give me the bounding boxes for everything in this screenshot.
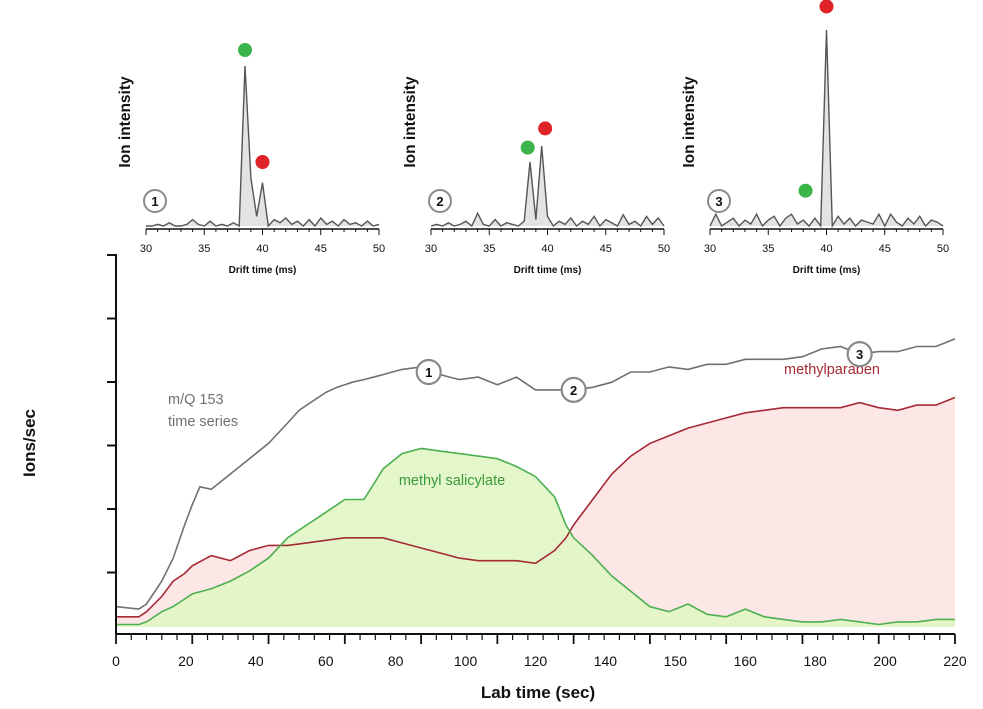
sample-marker-2 [560, 376, 587, 403]
inset-y-axis-title: Ion intensity [402, 76, 419, 168]
inset-x-tick-label: 45 [879, 243, 891, 255]
drift-spectrum-2: 30 35 40 45 50 Drift time (ms) Ion intensity 2 [402, 76, 670, 276]
drift-spectrum-3: 30 35 40 45 50 Drift time (ms) Ion intensity 3 [681, 0, 949, 276]
spectrum-fill [710, 30, 943, 226]
inset-x-tick-label: 30 [704, 243, 716, 255]
inset-x-tick-label: 45 [600, 243, 612, 255]
inset-x-tick-label: 30 [425, 243, 437, 255]
sample-marker-3 [846, 341, 873, 368]
inset-x-tick-label: 35 [762, 243, 774, 255]
methylparaben-dot [819, 0, 834, 14]
sample-marker-number: 2 [570, 383, 577, 398]
inset-x-axis-title: Drift time (ms) [229, 265, 297, 276]
inset-x-tick-label: 45 [315, 243, 327, 255]
x-tick-label: 20 [178, 653, 194, 669]
spectrum-fill [146, 66, 379, 226]
y-axis-title: Ions/sec [20, 409, 39, 477]
methyl-salicylate-line [116, 447, 955, 626]
inset-x-tick-label: 40 [256, 243, 268, 255]
x-tick-label: 60 [318, 653, 334, 669]
x-tick-label: 200 [873, 653, 897, 669]
inset-badge-3 [707, 189, 731, 213]
inset-badge-number: 1 [151, 194, 158, 209]
inset-x-tick-label: 50 [658, 243, 670, 255]
inset-badge-number: 2 [436, 194, 443, 209]
x-tick-label: 150 [664, 653, 688, 669]
inset-y-axis-title: Ion intensity [117, 76, 134, 168]
inset-x-tick-label: 35 [198, 243, 210, 255]
methylparaben-dot [255, 155, 270, 169]
methyl-salicylate-dot [238, 43, 253, 57]
spectrum-line [709, 29, 944, 229]
spectrum-line [146, 65, 380, 228]
x-tick-label: 40 [248, 653, 264, 669]
mq153-line [115, 338, 956, 610]
sample-marker-number: 3 [856, 347, 863, 362]
inset-x-tick-label: 30 [140, 243, 152, 255]
spectrum-line [430, 145, 665, 228]
methyl-salicylate-dot [798, 183, 813, 198]
inset-x-tick-label: 40 [541, 243, 553, 255]
methylparaben-dot [538, 121, 553, 136]
inset-badge-number: 3 [715, 194, 722, 209]
methyl-salicylate-label: methyl salicylate [399, 473, 505, 489]
x-tick-label: 80 [388, 653, 404, 669]
x-tick-label: 120 [524, 653, 548, 669]
x-tick-label: 0 [112, 653, 120, 669]
main-time-series-chart: 0 20 40 60 80 100 120 140 150 160 180 200 220 Lab tim… [20, 254, 967, 702]
inset-x-axis-title: Drift time (ms) [793, 265, 861, 276]
inset-badge-1 [143, 189, 167, 213]
sample-marker-1 [415, 358, 442, 386]
x-tick-label: 160 [734, 653, 758, 669]
inset-y-axis-title: Ion intensity [681, 76, 698, 168]
x-axis-title: Lab time (sec) [481, 683, 595, 702]
x-tick-label: 100 [454, 653, 478, 669]
inset-badge-2 [428, 189, 452, 213]
x-tick-label: 220 [943, 653, 967, 669]
drift-spectrum-1: 30 35 40 45 50 Drift time (ms) Ion intensity 1 [117, 43, 385, 276]
mq153-label-line1: m/Q 153 [168, 392, 224, 408]
x-tick-label: 140 [594, 653, 618, 669]
methyl-salicylate-dot [520, 140, 535, 155]
inset-x-axis-title: Drift time (ms) [514, 265, 582, 276]
methyl-salicylate-area [116, 448, 955, 627]
inset-x-tick-label: 35 [483, 243, 495, 255]
x-tick-label: 180 [803, 653, 827, 669]
mq153-label-line2: time series [168, 414, 238, 430]
inset-x-tick-label: 50 [937, 243, 949, 255]
sample-marker-number: 1 [425, 365, 432, 380]
methylparaben-line [116, 396, 956, 618]
inset-x-tick-label: 40 [820, 243, 832, 255]
inset-x-tick-label: 50 [373, 243, 385, 255]
